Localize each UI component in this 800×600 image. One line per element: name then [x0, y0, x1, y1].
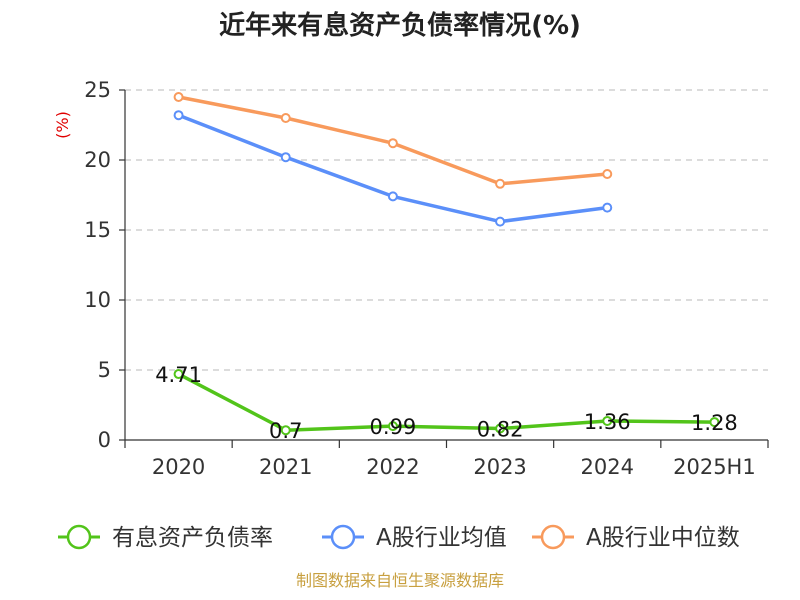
data-point: [280, 152, 291, 163]
legend-label: 有息资产负债率: [112, 525, 273, 551]
data-label: 4.71: [155, 363, 202, 387]
x-tick-label: 2025H1: [673, 455, 756, 479]
data-label: 1.36: [584, 410, 631, 434]
legend-marker: [540, 524, 566, 550]
data-point: [387, 138, 398, 149]
y-tick-label: 0: [98, 428, 111, 452]
data-point: [602, 202, 613, 213]
data-point: [495, 216, 506, 227]
data-point: [495, 423, 506, 434]
data-label: 1.28: [691, 411, 738, 435]
legend: 有息资产负债率 A股行业均值 A股行业中位数: [58, 524, 740, 551]
data-point: [709, 417, 720, 428]
data-point: [602, 169, 613, 179]
y-tick-label: 5: [98, 358, 111, 382]
axes: 0 5 10 15 20 25 2020 2021 2022 2023 2024 2025H1: [84, 78, 769, 479]
grid-lines: [125, 89, 768, 371]
source-note: 制图数据来自恒生聚源数据库: [296, 571, 504, 590]
data-point: [387, 191, 398, 202]
y-tick-label: 20: [84, 148, 111, 172]
data-point: [173, 110, 184, 121]
x-tick-label: 2021: [259, 455, 312, 479]
x-tick-label: 2022: [366, 455, 419, 479]
data-point: [173, 92, 184, 102]
y-axis-label: (%): [53, 111, 72, 139]
data-label: 0.99: [370, 415, 417, 439]
y-tick-label: 10: [84, 288, 111, 312]
legend-label: A股行业均值: [376, 525, 507, 551]
y-tick-label: 15: [84, 218, 111, 242]
data-point: [602, 415, 613, 426]
chart-title: 近年来有息资产负债率情况(%): [219, 10, 581, 41]
data-label: 0.82: [477, 418, 524, 442]
series-group: 4.71 0.7 0.99 0.82 1.36 1.28: [155, 92, 738, 443]
legend-marker: [66, 524, 92, 550]
x-tick-label: 2020: [152, 455, 205, 479]
x-tick-label: 2023: [473, 455, 526, 479]
data-point: [280, 113, 291, 123]
data-point: [280, 425, 291, 436]
legend-marker: [330, 524, 356, 550]
data-point: [387, 421, 398, 432]
y-tick-label: 25: [84, 78, 111, 102]
data-point: [495, 178, 506, 189]
series-line-2: [177, 113, 608, 224]
data-label: 0.7: [269, 419, 302, 443]
series-line-1: [177, 372, 715, 432]
x-tick-label: 2024: [581, 455, 634, 479]
legend-label: A股行业中位数: [586, 525, 740, 551]
data-point: [173, 369, 184, 380]
